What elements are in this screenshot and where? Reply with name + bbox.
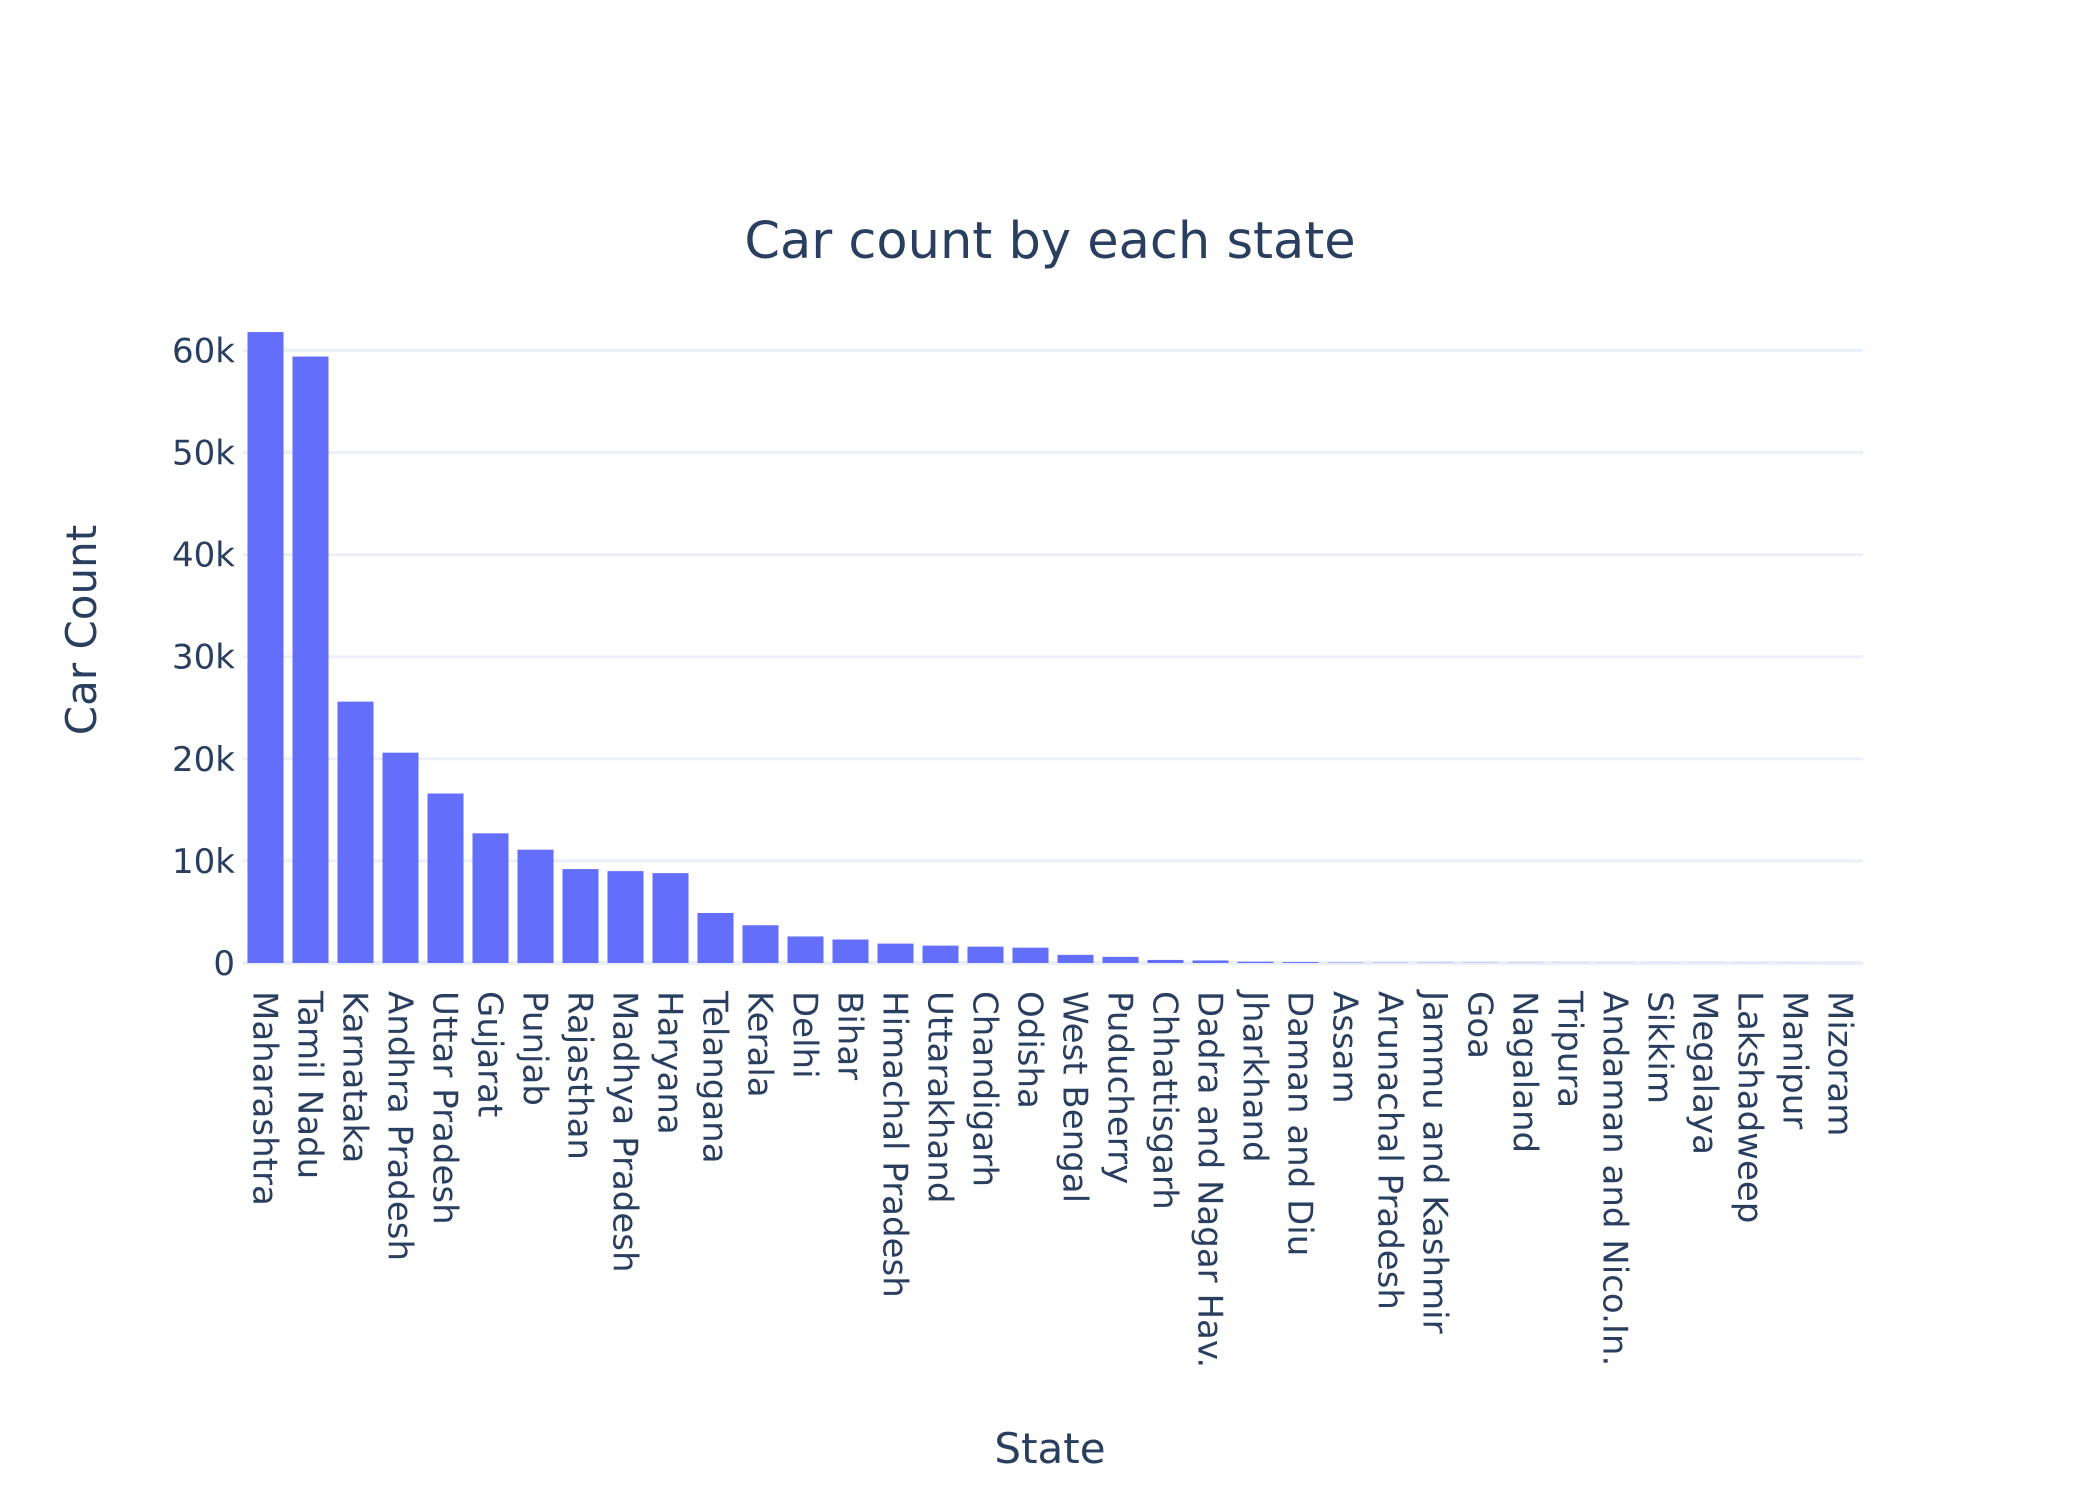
- x-tick-label: Manipur: [1775, 991, 1815, 1129]
- y-tick-label: 50k: [172, 434, 235, 474]
- bars: [247, 332, 1859, 963]
- x-tick-label: Sikkim: [1640, 991, 1680, 1104]
- bar[interactable]: [247, 332, 284, 963]
- gridlines: [243, 348, 1863, 965]
- bar[interactable]: [1282, 962, 1319, 963]
- x-tick-label: Gujarat: [470, 991, 510, 1117]
- y-tick-label: 30k: [172, 638, 235, 678]
- bar[interactable]: [832, 939, 869, 963]
- y-tick-label: 10k: [172, 842, 235, 882]
- x-tick-label: Andaman and Nico.In.: [1595, 991, 1635, 1366]
- y-tick-label: 20k: [172, 740, 235, 780]
- bar[interactable]: [562, 869, 599, 963]
- chart-title: Car count by each state: [744, 212, 1355, 271]
- y-tick-label: 60k: [172, 331, 235, 371]
- x-tick-label: Jharkhand: [1235, 989, 1275, 1163]
- bar[interactable]: [1102, 956, 1139, 963]
- bar[interactable]: [652, 873, 689, 963]
- bar[interactable]: [337, 701, 374, 963]
- bar[interactable]: [517, 849, 554, 963]
- bar[interactable]: [787, 936, 824, 963]
- bar[interactable]: [1147, 959, 1184, 963]
- x-tick-label: Daman and Diu: [1280, 991, 1320, 1256]
- bar[interactable]: [472, 833, 509, 963]
- x-tick-label: Madhya Pradesh: [605, 991, 645, 1273]
- bar[interactable]: [427, 793, 464, 963]
- x-tick-label: Rajasthan: [560, 991, 600, 1160]
- bar[interactable]: [1012, 947, 1049, 963]
- x-tick-label: Uttarakhand: [920, 991, 960, 1203]
- x-tick-label: Uttar Pradesh: [425, 991, 465, 1225]
- x-tick-label: Arunachal Pradesh: [1370, 991, 1410, 1310]
- x-tick-label: Nagaland: [1505, 991, 1545, 1153]
- x-tick-label: Puducherry: [1100, 991, 1140, 1184]
- x-tick-label: Assam: [1325, 991, 1365, 1104]
- x-tick-label: West Bengal: [1055, 991, 1095, 1203]
- x-tick-label: Himachal Pradesh: [875, 991, 915, 1298]
- bar[interactable]: [742, 925, 779, 963]
- x-tick-label: Andhra Pradesh: [380, 991, 420, 1261]
- x-tick-label: Chandigarh: [965, 991, 1005, 1187]
- bar[interactable]: [607, 871, 644, 963]
- y-tick-label: 40k: [172, 536, 235, 576]
- bar[interactable]: [877, 943, 914, 963]
- x-tick-label: Delhi: [785, 991, 825, 1079]
- x-tick-label: Lakshadweep: [1730, 991, 1770, 1223]
- bar[interactable]: [922, 945, 959, 963]
- x-tick-label: Tripura: [1550, 990, 1590, 1108]
- x-tick-label: Bihar: [830, 991, 870, 1080]
- x-tick-label: Goa: [1460, 991, 1500, 1059]
- x-tick-label: Haryana: [650, 991, 690, 1135]
- y-axis-title: Car Count: [57, 525, 106, 735]
- y-axis-ticks: 0 10k 20k 30k 40k 50k 60k: [172, 331, 235, 984]
- x-tick-label: Jammu and Kashmir: [1415, 989, 1455, 1334]
- x-tick-label: Maharashtra: [245, 991, 285, 1206]
- bar[interactable]: [1192, 960, 1229, 963]
- x-tick-label: Mizoram: [1820, 991, 1860, 1136]
- x-axis-ticks: Maharashtra Tamil Nadu Karnataka Andhra Pra…: [245, 989, 1860, 1368]
- x-tick-label: Chhattisgarh: [1145, 991, 1185, 1210]
- bar[interactable]: [1237, 961, 1274, 963]
- x-tick-label: Megalaya: [1685, 991, 1725, 1155]
- bar[interactable]: [382, 752, 419, 963]
- bar[interactable]: [292, 356, 329, 963]
- x-tick-label: Kerala: [740, 991, 780, 1098]
- y-tick-label: 0: [213, 944, 235, 984]
- bar[interactable]: [697, 912, 734, 963]
- x-tick-label: Dadra and Nagar Hav.: [1190, 991, 1230, 1368]
- bar[interactable]: [1057, 954, 1094, 963]
- x-axis-title: State: [994, 1424, 1105, 1473]
- x-tick-label: Tamil Nadu: [290, 990, 330, 1179]
- x-tick-label: Odisha: [1010, 991, 1050, 1109]
- bar[interactable]: [967, 946, 1004, 963]
- x-tick-label: Telangana: [695, 990, 735, 1164]
- x-tick-label: Karnataka: [335, 991, 375, 1163]
- x-tick-label: Punjab: [515, 991, 555, 1106]
